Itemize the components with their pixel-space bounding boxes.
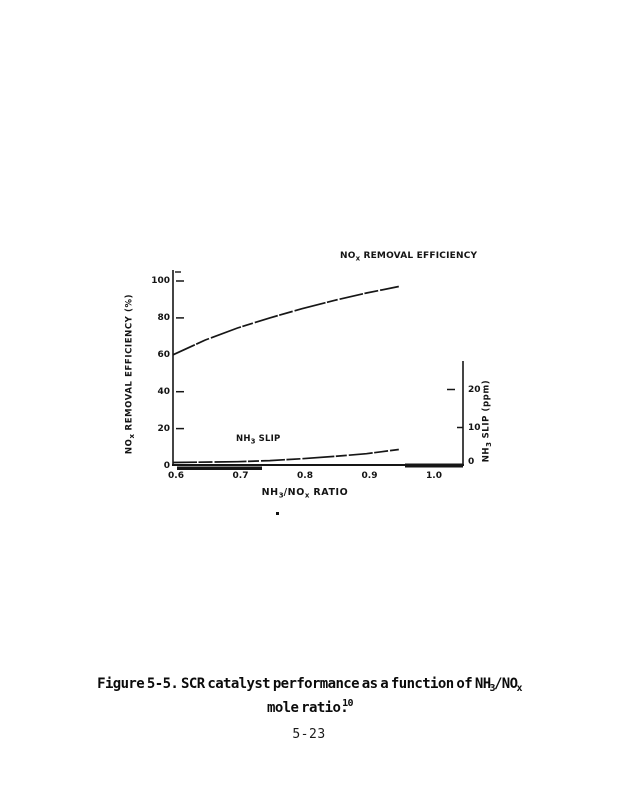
left-y-tick-label: 0 [163,460,170,471]
nox-removal-efficiency-curve [172,285,399,356]
figure-caption-line1: Figure 5-5. SCR catalyst performance as … [97,676,522,694]
left-y-tick-label: 100 [151,276,170,286]
page-number: 5-23 [292,727,326,742]
x-tick-label: 0.7 [232,471,249,481]
scan-smear-left [177,466,262,470]
x-tick-label: 0.8 [297,471,313,481]
left-y-axis-label: NOx REMOVAL EFFICIENCY (%) [124,293,136,455]
x-tick-label: 0.6 [168,471,184,481]
scan-smear-right [405,463,463,468]
x-axis-title: NH3/NOx RATIO [261,487,349,500]
nh3-slip-curve-label: NH3 SLIP [236,434,281,446]
nh3-slip-curve [172,448,399,464]
scan-speck [276,512,279,515]
x-tick-label: 1.0 [426,471,442,481]
left-y-tick-label: 60 [157,349,170,360]
figure-caption: Figure 5-5. SCR catalyst performance as … [0,677,618,715]
right-y-tick-label: 10 [468,422,481,433]
x-tick-label: 0.9 [361,471,378,481]
left-y-tick-label: 80 [157,312,170,323]
left-y-tick-label: 40 [157,386,170,397]
right-y-tick-label: 20 [468,384,481,395]
right-y-tick-label: 0 [468,456,475,467]
left-y-tick-label: 20 [157,423,170,434]
figure-caption-line2: mole ratio.10 [267,697,354,716]
nox-removal-curve-label: NOx REMOVAL EFFICIENCY [340,251,478,263]
right-y-axis-label: NH3 SLIP (ppm) [481,379,493,463]
